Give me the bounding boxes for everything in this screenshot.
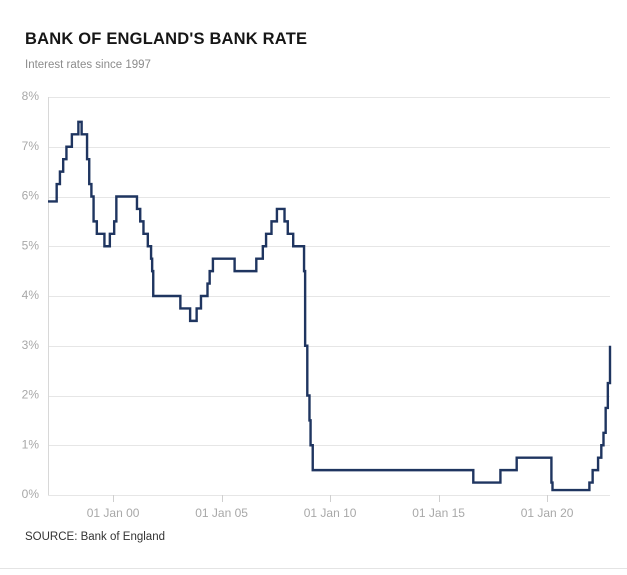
page-title: BANK OF ENGLAND'S BANK RATE (25, 30, 308, 48)
y-axis-tick-label: 0% (22, 487, 40, 501)
y-axis-tick-label: 5% (22, 238, 40, 252)
y-axis-tick-label: 3% (22, 338, 40, 352)
x-axis-tick-label: 01 Jan 20 (521, 506, 574, 520)
y-axis-tick-label: 4% (22, 288, 40, 302)
x-axis-tick-label: 01 Jan 10 (304, 506, 357, 520)
x-axis-tick-label: 01 Jan 15 (412, 506, 465, 520)
y-axis-tick-label: 6% (22, 189, 40, 203)
y-axis-tick-label: 7% (22, 139, 40, 153)
chart-footer: SOURCE: Bank of England (25, 531, 607, 545)
chart-subtitle: Interest rates since 1997 (25, 58, 151, 71)
y-axis-tick-label: 1% (22, 437, 40, 451)
chart-header: BANK OF ENGLAND'S BANK RATE Interest rat… (25, 30, 607, 73)
y-axis-tick-label: 8% (22, 89, 40, 103)
data-series-line (48, 120, 612, 492)
y-axis-tick-label: 2% (22, 388, 40, 402)
x-axis-tick-label: 01 Jan 00 (87, 506, 140, 520)
footer-divider (0, 568, 627, 569)
x-axis-tick-label: 01 Jan 05 (195, 506, 248, 520)
source-label: SOURCE: Bank of England (25, 531, 165, 543)
